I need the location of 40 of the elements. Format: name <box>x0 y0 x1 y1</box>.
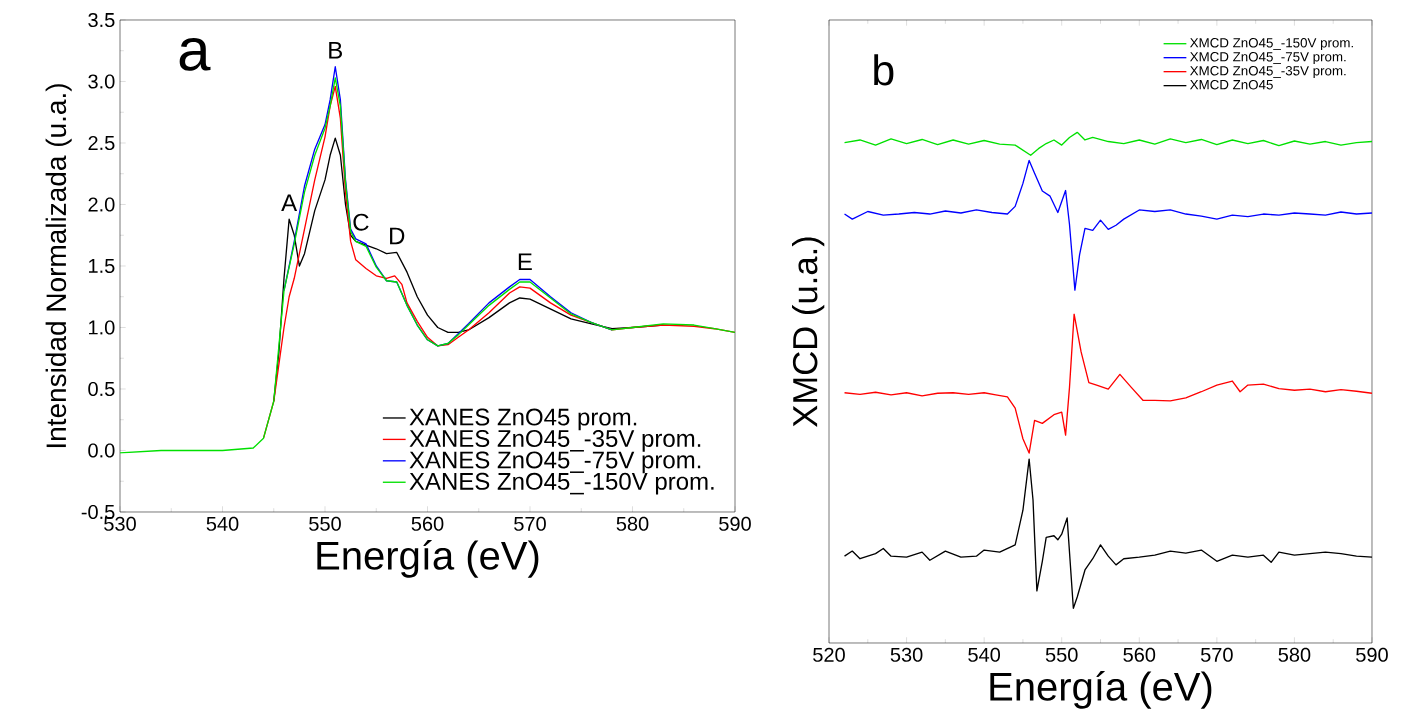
x-tick-label: 580 <box>1278 647 1311 662</box>
x-tick-label: 540 <box>206 516 239 531</box>
x-tick-label: 590 <box>1356 647 1388 662</box>
y-tick-label: 3.5 <box>88 12 115 28</box>
y-tick-label: 1.0 <box>89 320 115 335</box>
annotation: C <box>353 213 369 231</box>
legend-label: XMCD ZnO45_-35V prom. <box>1189 66 1346 79</box>
legend-label: XMCD ZnO45 <box>1189 79 1273 90</box>
x-tick-label: 560 <box>1123 647 1156 662</box>
legend-label: XANES ZnO45_-150V prom. <box>409 472 714 495</box>
y-axis-title: Intensidad Normalizada (u.a.) <box>45 84 72 448</box>
y-tick-label: 2.5 <box>88 135 115 151</box>
legend-label: XANES ZnO45_-35V prom. <box>409 430 701 452</box>
text: b <box>874 54 894 86</box>
y-tick-label: 3.0 <box>88 74 115 89</box>
x-tick-label: 570 <box>1200 647 1233 662</box>
x-tick-label: 570 <box>514 516 546 531</box>
x-tick-label: 550 <box>309 516 341 531</box>
legend-label: XANES ZnO45 prom. <box>409 408 637 431</box>
x-tick-label: 540 <box>968 647 1001 662</box>
annotation: E <box>518 253 532 271</box>
annotation: B <box>329 41 342 59</box>
y-axis-title: XMCD (u.a.) <box>792 237 825 428</box>
x-tick-label: 530 <box>890 647 923 662</box>
x-axis-title: Energía (eV) <box>990 671 1212 709</box>
legend-label: XMCD ZnO45_-150V prom. <box>1189 38 1353 51</box>
x-tick-label: 590 <box>719 516 751 531</box>
y-tick-label: 0.5 <box>88 381 115 397</box>
legend-label: XMCD ZnO45_-75V prom. <box>1189 52 1346 65</box>
y-tick-label: 2.0 <box>88 197 115 212</box>
y-tick-label: 0.0 <box>88 443 115 458</box>
annotation: a <box>179 38 211 71</box>
x-axis-title: Energía (eV) <box>317 540 539 578</box>
x-tick-label: 560 <box>411 516 444 531</box>
y-tick-label: 1.5 <box>89 259 115 273</box>
annotation: A <box>281 194 298 211</box>
annotation: D <box>390 227 405 245</box>
x-tick-label: 520 <box>813 647 845 662</box>
x-tick-label: 580 <box>616 516 649 531</box>
x-tick-label: 550 <box>1045 647 1078 662</box>
